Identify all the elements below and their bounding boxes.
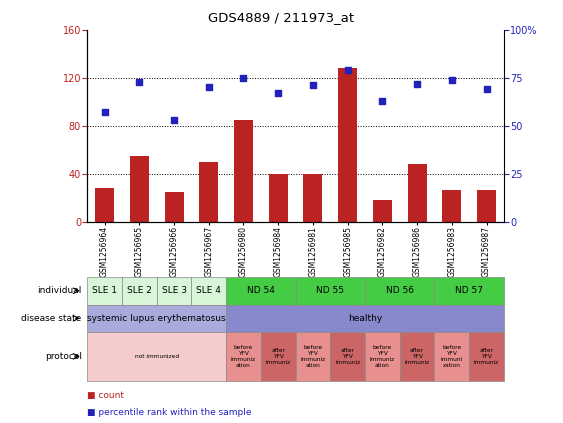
Point bbox=[204, 84, 213, 91]
Text: after
YFV
immuniz: after YFV immuniz bbox=[266, 348, 291, 365]
Bar bbox=[400, 332, 435, 381]
Text: before
YFV
immuniz
ation: before YFV immuniz ation bbox=[300, 345, 325, 368]
Text: after
YFV
immuniz: after YFV immuniz bbox=[335, 348, 360, 365]
Text: ■ count: ■ count bbox=[87, 391, 124, 400]
Bar bbox=[469, 332, 504, 381]
Text: before
YFV
immuni
zation: before YFV immuni zation bbox=[441, 345, 463, 368]
Text: individual: individual bbox=[37, 286, 82, 295]
Point bbox=[343, 67, 352, 74]
Bar bbox=[199, 162, 218, 222]
Bar bbox=[477, 190, 496, 222]
Bar bbox=[373, 201, 392, 222]
Bar bbox=[443, 190, 461, 222]
Text: ND 55: ND 55 bbox=[316, 286, 345, 295]
Text: ND 57: ND 57 bbox=[455, 286, 483, 295]
Text: systemic lupus erythematosus: systemic lupus erythematosus bbox=[87, 314, 226, 323]
Text: SLE 3: SLE 3 bbox=[162, 286, 186, 295]
Text: SLE 1: SLE 1 bbox=[92, 286, 117, 295]
Bar bbox=[87, 332, 226, 381]
Text: GDS4889 / 211973_at: GDS4889 / 211973_at bbox=[208, 11, 355, 24]
Bar bbox=[365, 277, 435, 305]
Bar bbox=[122, 277, 157, 305]
Bar bbox=[95, 188, 114, 222]
Bar bbox=[226, 305, 504, 332]
Bar bbox=[435, 332, 469, 381]
Point bbox=[135, 78, 144, 85]
Point bbox=[482, 86, 491, 93]
Bar bbox=[191, 277, 226, 305]
Point bbox=[413, 80, 422, 87]
Bar bbox=[303, 174, 323, 222]
Text: before
YFV
immuniz
ation: before YFV immuniz ation bbox=[370, 345, 395, 368]
Bar bbox=[261, 332, 296, 381]
Bar bbox=[408, 165, 427, 222]
Bar bbox=[269, 174, 288, 222]
Bar bbox=[226, 332, 261, 381]
Bar bbox=[365, 332, 400, 381]
Text: before
YFV
immuniz
ation: before YFV immuniz ation bbox=[231, 345, 256, 368]
Text: after
YFV
immuniz: after YFV immuniz bbox=[404, 348, 430, 365]
Bar bbox=[87, 277, 122, 305]
Bar bbox=[296, 332, 330, 381]
Point bbox=[309, 82, 318, 89]
Text: ■ percentile rank within the sample: ■ percentile rank within the sample bbox=[87, 408, 252, 417]
Bar bbox=[330, 332, 365, 381]
Text: protocol: protocol bbox=[44, 352, 82, 361]
Text: SLE 2: SLE 2 bbox=[127, 286, 152, 295]
Bar bbox=[338, 68, 357, 222]
Bar bbox=[164, 192, 184, 222]
Text: healthy: healthy bbox=[348, 314, 382, 323]
Point bbox=[274, 90, 283, 96]
Bar bbox=[87, 305, 226, 332]
Text: not immunized: not immunized bbox=[135, 354, 179, 359]
Bar bbox=[435, 277, 504, 305]
Bar bbox=[296, 277, 365, 305]
Text: disease state: disease state bbox=[21, 314, 82, 323]
Text: after
YFV
immuniz: after YFV immuniz bbox=[474, 348, 499, 365]
Point bbox=[100, 109, 109, 116]
Point bbox=[169, 117, 178, 124]
Text: ND 54: ND 54 bbox=[247, 286, 275, 295]
Point bbox=[447, 76, 456, 83]
Bar bbox=[130, 156, 149, 222]
Text: SLE 4: SLE 4 bbox=[196, 286, 221, 295]
Bar bbox=[226, 277, 296, 305]
Bar bbox=[157, 277, 191, 305]
Text: ND 56: ND 56 bbox=[386, 286, 414, 295]
Point bbox=[378, 97, 387, 104]
Bar bbox=[234, 120, 253, 222]
Point bbox=[239, 74, 248, 81]
